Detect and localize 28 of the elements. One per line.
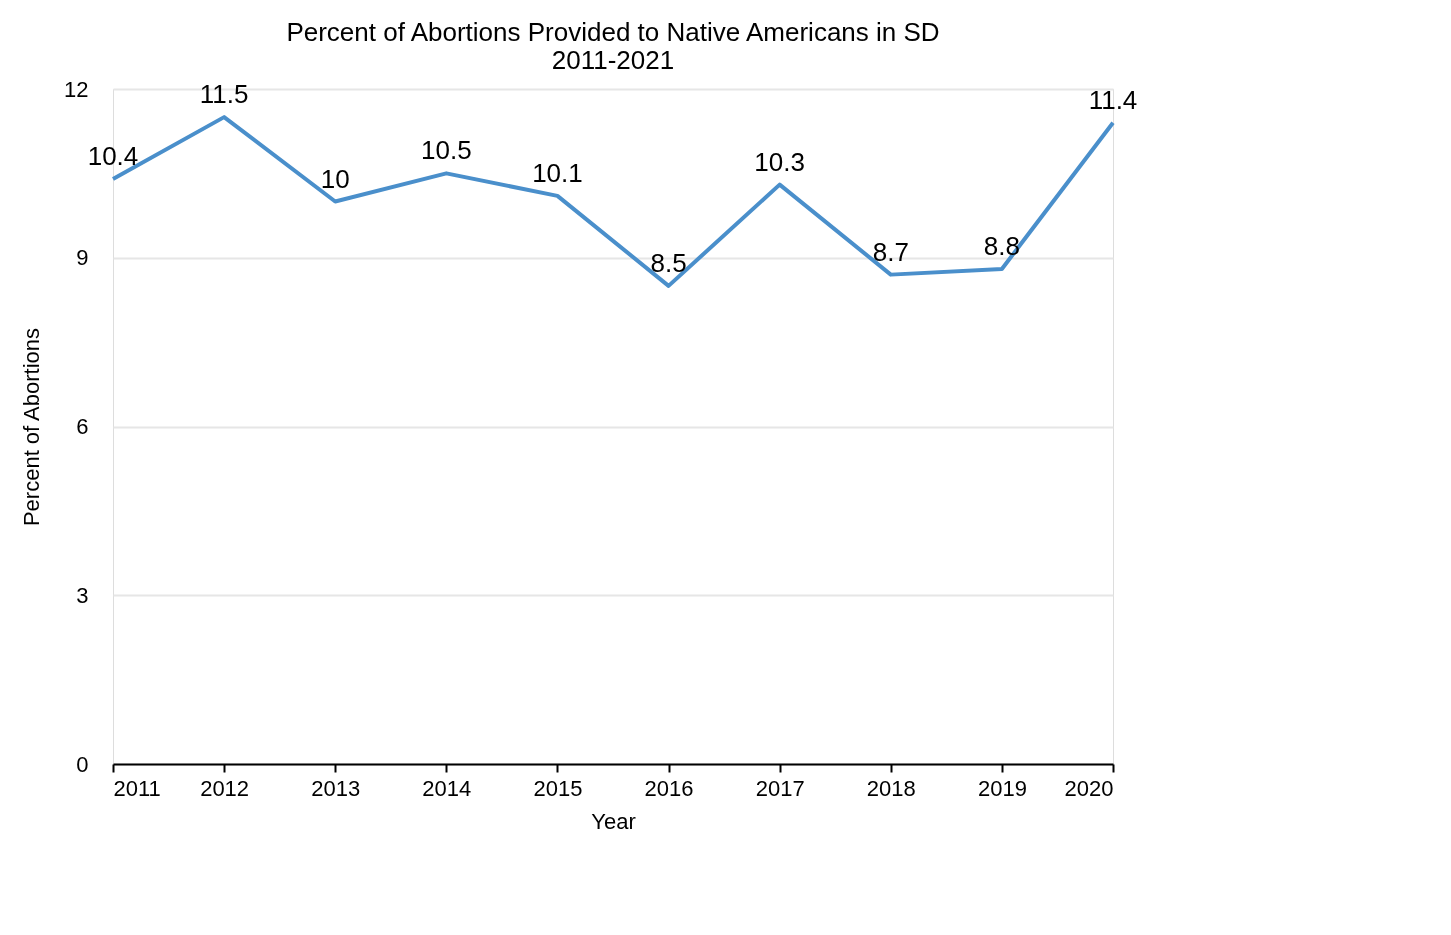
x-tick-label: 2019	[977, 775, 1027, 801]
x-tick-label: 2014	[422, 775, 472, 801]
x-tick-label: 2020	[1064, 775, 1114, 801]
y-tick-label: 0	[76, 751, 89, 777]
y-tick-label: 12	[64, 76, 89, 102]
data-label: 8.5	[650, 247, 687, 278]
data-label: 10.1	[532, 157, 583, 188]
data-label: 8.8	[983, 231, 1020, 261]
x-axis-title: Year	[591, 808, 636, 834]
x-tick-label: 2011	[113, 775, 161, 801]
x-tick-label: 2018	[866, 775, 916, 801]
x-tick-label: 2015	[533, 775, 583, 801]
y-axis-title: Percent of Abortions	[19, 327, 45, 527]
data-label: 11.5	[199, 79, 249, 110]
data-label: 8.7	[872, 236, 909, 267]
y-tick-label: 6	[76, 414, 89, 439]
y-tick-label: 3	[76, 582, 89, 608]
data-label: 10.4	[87, 141, 139, 171]
x-tick-label: 2017	[755, 775, 805, 801]
data-label: 10.3	[754, 146, 805, 177]
x-tick-label: 2012	[200, 775, 250, 801]
x-tick-label: 2016	[644, 775, 694, 801]
data-label: 11.4	[1088, 84, 1138, 115]
chart-title: Percent of Abortions Provided to Native Americans in SD 2011-2021	[286, 17, 940, 75]
data-label: 10.5	[421, 135, 472, 166]
x-tick-label: 2013	[311, 775, 361, 801]
data-label: 10	[320, 163, 350, 194]
y-tick-label: 9	[76, 245, 89, 271]
